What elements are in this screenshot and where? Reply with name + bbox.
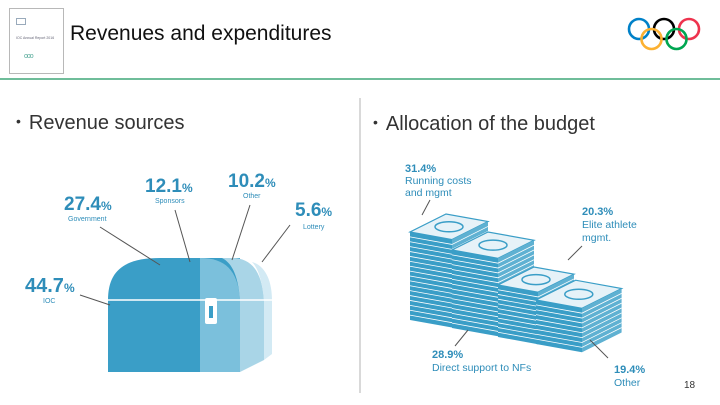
stack-running-costs-sheet-line: [409, 226, 489, 245]
thumbnail-emblem: [16, 18, 26, 25]
alloc-running-costs-pct: 31.4%: [405, 163, 436, 175]
revenue-other-pct: 10.2%: [228, 171, 276, 192]
stack-elite-athlete-sheet-line: [451, 264, 535, 284]
stack-other-sheet-line: [535, 312, 622, 334]
revenue-ioc-label: IOC: [43, 298, 55, 305]
stack-other-top-emblem: [564, 288, 594, 300]
bullet-budget-allocation-text: Allocation of the budget: [385, 113, 595, 135]
column-divider: [359, 98, 361, 393]
stack-other-side: [582, 288, 622, 353]
revenue-sponsors-label: Sponsors: [155, 198, 185, 205]
olympic-rings-logo: [627, 17, 701, 51]
stack-other-sheet-line: [535, 317, 622, 339]
stack-other-sheet-line: [535, 327, 622, 348]
stack-direct-support-sheet-line: [497, 278, 575, 298]
bullet-revenue-sources: • Revenue sources: [16, 112, 185, 135]
report-cover-thumbnail: IOC Annual Report 2016 ooo: [9, 8, 64, 74]
revenue-sponsors-pct: 12.1%: [145, 176, 193, 197]
header-divider: [0, 78, 720, 80]
alloc-other-label: Other: [614, 377, 641, 389]
stack-other-sheet-line: [535, 307, 622, 329]
revenue-lottery-pct: 5.6%: [295, 200, 332, 221]
stack-elite-athlete-sheet-line: [451, 249, 535, 269]
treasure-chest-icon: [108, 258, 272, 372]
thumbnail-text: IOC Annual Report 2016: [16, 36, 55, 40]
bullet-revenue-sources-text: Revenue sources: [28, 112, 185, 134]
revenue-government-label: Government: [68, 216, 107, 223]
ring-yellow: [640, 27, 663, 51]
chest-section-2: [200, 258, 240, 372]
alloc-running-costs-label-2: and mgmt: [405, 187, 452, 199]
stack-elite-athlete-top-emblem: [478, 239, 508, 251]
revenue-ioc-pct: 44.7%: [25, 275, 75, 297]
stack-elite-athlete-sheet-line: [451, 259, 535, 279]
revenue-government-pct: 27.4%: [64, 194, 112, 215]
alloc-other-pct: 19.4%: [614, 364, 645, 376]
paper-stacks-icon: [408, 213, 624, 353]
thumbnail-rings: ooo: [24, 53, 34, 60]
chest-keyhole: [209, 306, 213, 318]
alloc-direct-support-label: Direct support to NFs: [432, 362, 531, 374]
stack-other: [534, 279, 624, 353]
bullet-budget-allocation: • Allocation of the budget: [373, 113, 595, 136]
chest-section-3: [222, 258, 264, 372]
stack-direct-support-top-emblem: [521, 273, 551, 286]
allocation-arrows: [421, 199, 609, 359]
alloc-elite-athlete-label-2: mgmt.: [582, 232, 611, 244]
revenue-arrows: [79, 204, 291, 306]
alloc-running-costs-label-1: Running costs: [405, 175, 472, 187]
stack-other-sheet-line: [535, 297, 622, 319]
revenue-other-label: Other: [243, 193, 261, 200]
bullet-dot: •: [373, 114, 378, 130]
stack-other-sheet-line: [535, 293, 622, 314]
stack-other-front: [536, 300, 582, 353]
stack-other-sheet-line: [535, 322, 622, 343]
alloc-direct-support-pct: 28.9%: [432, 349, 463, 361]
bullet-dot: •: [16, 113, 21, 129]
stack-elite-athlete-sheet-line: [451, 254, 535, 274]
ring-green: [665, 27, 688, 51]
chest-section-4: [252, 262, 272, 360]
alloc-elite-athlete-pct: 20.3%: [582, 206, 613, 218]
slide-title: Revenues and expenditures: [70, 22, 332, 45]
stack-other-sheet-line: [535, 302, 622, 324]
stack-running-costs-top-emblem: [434, 221, 464, 233]
stack-elite-athlete-sheet-line: [451, 244, 535, 264]
alloc-elite-athlete-label-1: Elite athlete: [582, 219, 637, 231]
page-number: 18: [684, 380, 696, 391]
revenue-lottery-label: Lottery: [303, 224, 325, 231]
